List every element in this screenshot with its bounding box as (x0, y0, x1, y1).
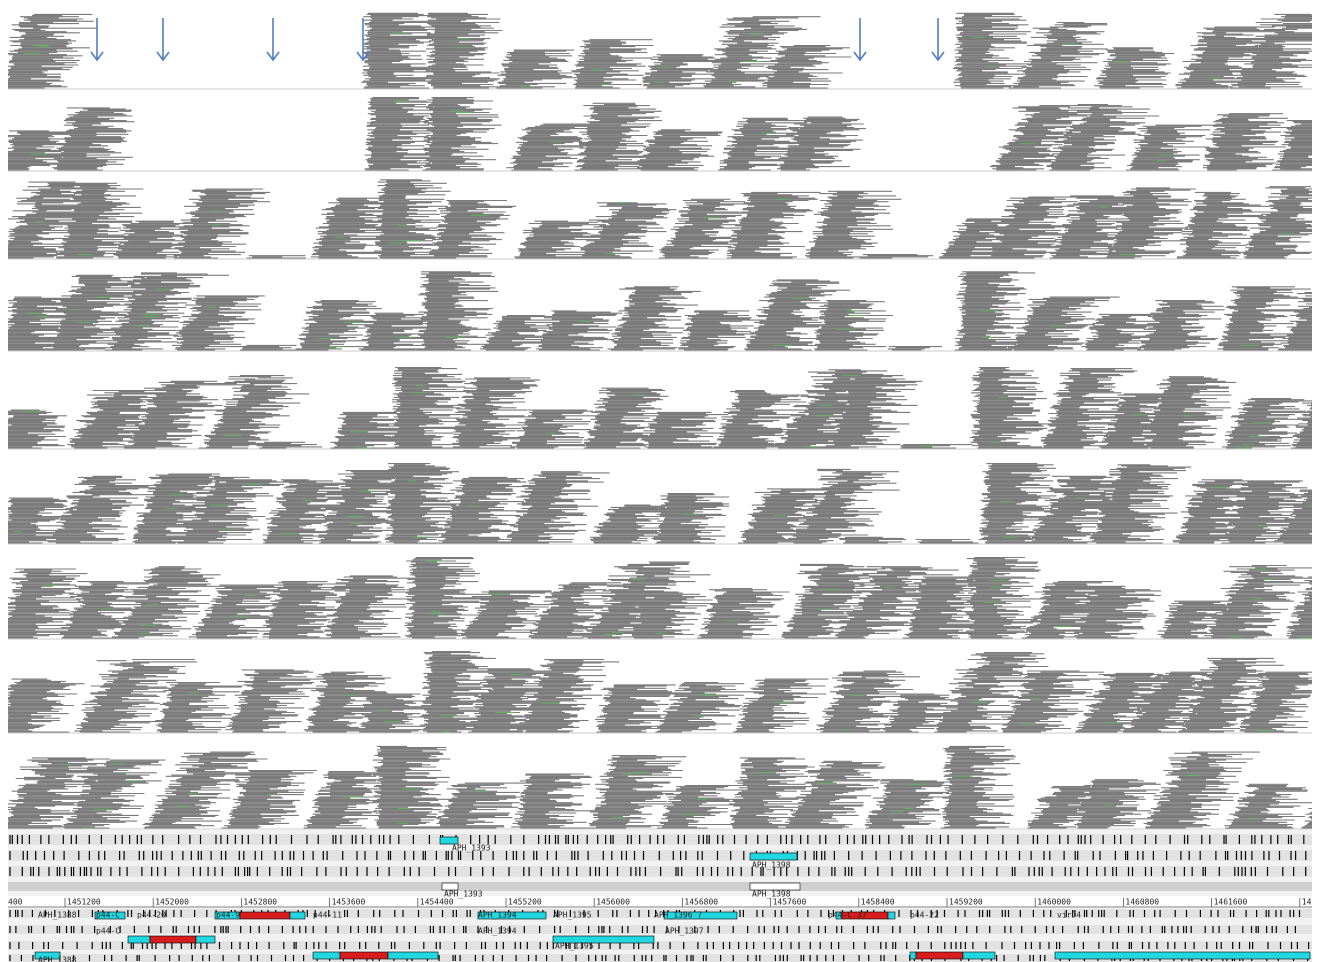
frame-row (8, 882, 1312, 891)
ruler-label: 14 (1302, 898, 1312, 907)
ruler-label: 1454400 (420, 898, 454, 907)
gene-label: APH_1388 (38, 911, 77, 920)
ruler-label: 1455200 (508, 898, 542, 907)
ruler-label: 1457600 (773, 898, 807, 907)
ruler-label: 1460800 (1125, 898, 1159, 907)
read-pileup (0, 13, 1317, 88)
arrow (157, 18, 169, 60)
read-pileup (0, 272, 1317, 350)
gene-box (1055, 952, 1310, 959)
gene-box (388, 952, 438, 959)
ruler-label: 1452000 (155, 898, 189, 907)
gene-label: p44-C 37 (828, 911, 867, 920)
ruler-label: 1452800 (243, 898, 277, 907)
arrow (932, 18, 944, 60)
gene-box (240, 912, 290, 919)
frame-row (8, 850, 1312, 861)
gene-box (313, 952, 340, 959)
gene-box (196, 936, 215, 943)
gene-box (750, 853, 797, 860)
ruler-label: 1458400 (861, 898, 895, 907)
ruler-label: 1451200 (67, 898, 101, 907)
read-panels (0, 13, 1317, 829)
frame-row (8, 834, 1312, 845)
ruler-label: 1460000 (1037, 898, 1071, 907)
gene-box (910, 952, 916, 959)
gene-label: APH_1394 (478, 911, 517, 920)
gene-label: APH_1396 7 (654, 911, 702, 920)
read-pileup (0, 464, 1317, 543)
arrow (854, 18, 866, 60)
gene-label: APH_1393 (452, 844, 491, 853)
gene-box (916, 952, 963, 959)
ruler-label: 1456800 (684, 898, 718, 907)
gene-label: APH_1394 (478, 927, 517, 936)
read-pileup (0, 746, 1317, 828)
gene-label: p44-22 (910, 911, 939, 920)
arrow (91, 18, 103, 60)
read-pileup (0, 368, 1317, 449)
feature-tracks: 400 1451200 1452000 1452800 1453600 1454400 14… (8, 830, 1312, 962)
gene-label: APH_1395 (553, 911, 592, 920)
read-pileup (0, 558, 1317, 639)
gene-box (340, 952, 388, 959)
frame-row (8, 925, 1312, 934)
gene-label: APH_1397 (665, 927, 704, 936)
gene-label: p44-9 (216, 911, 240, 920)
ruler-label: 1456000 (596, 898, 630, 907)
gene-label: APH_1395 (555, 942, 594, 951)
gene-label: APH_1388 (38, 956, 77, 962)
gene-box (290, 912, 305, 919)
ruler-label: 1453600 (332, 898, 366, 907)
gene-label: p44-11 (313, 911, 342, 920)
gene-box (128, 936, 150, 943)
gene-box (963, 952, 995, 959)
ruler-label: 1459200 (949, 898, 983, 907)
read-pileup (0, 98, 1317, 170)
ruler (8, 896, 1312, 908)
ruler-label: 1461600 (1214, 898, 1248, 907)
gene-label: p44-C (96, 927, 120, 936)
feature-label: APH_1398 (752, 890, 791, 899)
gene-label: virD4 (1057, 911, 1081, 920)
read-pileup (0, 180, 1317, 258)
arrow (267, 18, 279, 60)
read-pileup (0, 652, 1317, 733)
gene-label: p44-20 (137, 911, 166, 920)
genome-browser: 400 1451200 1452000 1452800 1453600 1454400 14… (0, 0, 1317, 962)
gene-box (150, 936, 196, 943)
gene-label: APH_1398 (752, 861, 791, 870)
gene-label: p44-C (96, 911, 120, 920)
ruler-label: 400 (8, 898, 23, 907)
gene-box (888, 912, 895, 919)
